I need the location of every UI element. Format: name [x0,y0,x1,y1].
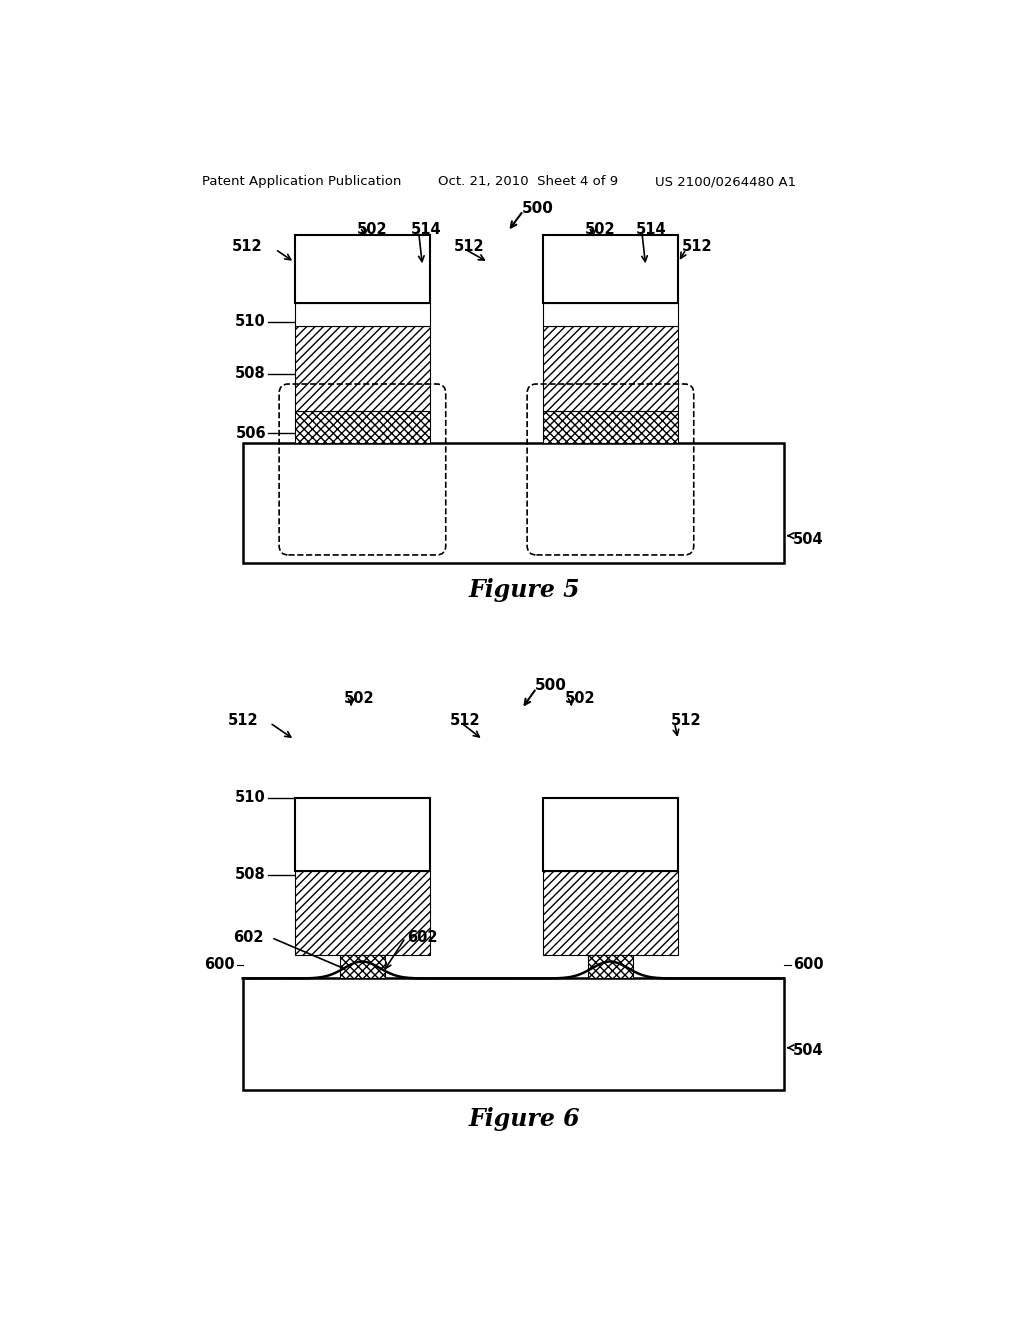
Bar [243,444,783,562]
Bar [340,956,385,978]
Bar [588,956,633,978]
Text: 510: 510 [236,314,266,329]
Text: Patent Application Publication: Patent Application Publication [202,176,401,187]
Bar [295,326,430,411]
Bar [295,797,430,871]
Text: 504: 504 [793,532,823,546]
Bar [543,871,678,956]
Text: 508: 508 [236,867,266,882]
Text: 514: 514 [411,222,441,236]
Bar [543,304,678,326]
Bar [295,871,430,956]
Text: 500: 500 [521,201,554,216]
Text: 512: 512 [671,713,701,729]
Text: Oct. 21, 2010  Sheet 4 of 9: Oct. 21, 2010 Sheet 4 of 9 [438,176,618,187]
Text: 504: 504 [793,1043,823,1057]
Text: 500: 500 [535,678,566,693]
Text: 510: 510 [236,789,266,805]
Text: 512: 512 [227,713,258,729]
Text: 602: 602 [407,931,437,945]
Bar [295,235,430,304]
Text: 512: 512 [454,239,484,255]
Text: 512: 512 [682,239,713,255]
Text: 600: 600 [205,957,234,972]
Bar [543,326,678,411]
Text: 502: 502 [356,222,387,236]
Text: 508: 508 [236,367,266,381]
Bar [543,411,678,444]
Text: US 2100/0264480 A1: US 2100/0264480 A1 [655,176,796,187]
Text: Figure 5: Figure 5 [469,578,581,602]
Text: 512: 512 [450,713,480,729]
Bar [543,797,678,871]
Text: 502: 502 [564,692,595,706]
Bar [295,411,430,444]
Text: 602: 602 [233,931,263,945]
Bar [243,978,783,1090]
Text: 514: 514 [636,222,667,236]
Text: 506: 506 [236,426,266,441]
Text: 512: 512 [231,239,262,255]
Text: 600: 600 [793,957,823,972]
Text: 502: 502 [343,692,374,706]
Text: 502: 502 [586,222,615,236]
Bar [543,235,678,304]
Bar [295,304,430,326]
Text: Figure 6: Figure 6 [469,1107,581,1131]
